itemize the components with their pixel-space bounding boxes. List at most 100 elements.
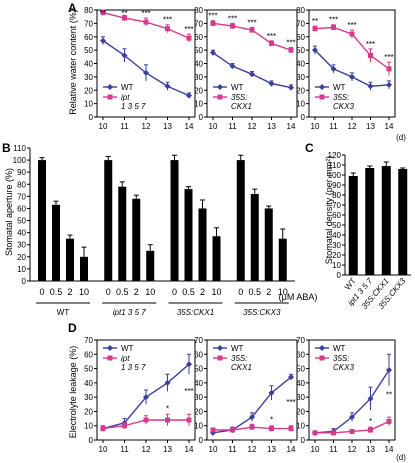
panel-d-1-xtick-label: 10 (99, 445, 108, 454)
panel-d-3-xtick-label: 14 (385, 445, 394, 454)
panel-d-2-legend-wt-marker (217, 345, 223, 351)
panel-b-conc-label: 0 (106, 287, 111, 297)
panel-a-2-legend-mutant-label: 35S: (231, 93, 247, 102)
panel-d-3-series-1-point (331, 430, 336, 436)
panel-a-2-significance: *** (247, 18, 256, 27)
panel-c-ytick-label: 120 (328, 151, 342, 160)
panel-d-3-significance: ** (386, 391, 392, 400)
panel-b-bar (236, 160, 245, 281)
panel-a-3-legend-mutant-label: 35S: (333, 93, 349, 102)
panel-c-ytick-label: 70 (332, 201, 341, 210)
panel-a-1-series-0-point (121, 52, 128, 59)
panel-d-1-significance: * (166, 404, 169, 413)
panel-a-2-xtick-label: 14 (287, 122, 296, 131)
panel-b-conc-label: 2 (266, 287, 271, 297)
panel-d-3-legend-mutant-label-2: CKX3 (333, 363, 354, 372)
panel-c-ylabel: Stomatal density (per mm²) (324, 156, 334, 265)
panel-c-ytick-label: 110 (328, 161, 341, 170)
panel-d-1-series-1-point (143, 417, 149, 423)
panel-b-bar (198, 208, 207, 281)
panel-a-2-significance: *** (267, 32, 276, 41)
panel-a-3-xtick-label: 10 (311, 122, 320, 131)
panel-d-1-series-0-point (164, 379, 171, 386)
panel-a-1-series-1-point (100, 10, 106, 16)
panel-a-1-significance: ** (121, 9, 127, 18)
panel-d-2-series-1-point (269, 426, 274, 432)
panel-b-letter: B (2, 141, 11, 155)
panel-d-1-xtick-label: 12 (142, 445, 151, 454)
panel-d-1-ytick-label: 50 (84, 365, 93, 374)
panel-d-1-xtick-label: 14 (185, 445, 194, 454)
panel-d-3-xtick-label: 12 (348, 445, 357, 454)
panel-c-letter: C (305, 141, 314, 155)
panel-d-1-ytick-label: 70 (84, 336, 93, 345)
panel-a-2-ytick-label: 30 (194, 73, 203, 82)
panel-d-3-series-0-line (314, 369, 390, 434)
panel-a-1-series-0-point (143, 69, 149, 76)
panel-b-bar (146, 250, 155, 281)
panel-c-bar (381, 166, 391, 275)
panel-a-3-xtick-label: 11 (329, 122, 338, 131)
panel-a-2-series-1-point (249, 27, 255, 33)
panel-a-1-ytick-label: 40 (84, 60, 93, 69)
panel-a-3-significance: *** (366, 40, 375, 49)
panel-c-bar (398, 169, 408, 275)
panel-a-1-ytick-label: 30 (84, 73, 93, 82)
panel-b-bar (38, 160, 46, 281)
panel-d-1-legend-mutant-label: ipt (121, 354, 130, 363)
panel-a-2-series-1-point (288, 47, 294, 53)
panel-d-3-series-0-point (367, 395, 374, 402)
panel-b-bar (118, 186, 127, 281)
panel-c-ytick-label: 30 (332, 241, 341, 250)
panel-d-3-legend-mutant-label: 35S: (333, 354, 349, 363)
panel-b-ytick-label: 20 (17, 253, 26, 262)
panel-b-ytick-label: 110 (13, 144, 26, 153)
panel-b-conc-label: 2 (134, 287, 139, 297)
panel-c-ytick-label: 80 (332, 191, 341, 200)
panel-d-1-ytick-label: 20 (84, 407, 93, 416)
panel-a-3-legend-wt-label: WT (333, 83, 346, 92)
panel-a-2-ytick-label: 20 (194, 86, 203, 95)
panel-a-3-ytick-label: 20 (296, 86, 305, 95)
panel-d-2-series-0-point (288, 374, 294, 381)
panel-a-3-series-0-point (386, 81, 392, 88)
panel-b-ytick-label: 50 (17, 217, 26, 226)
panel-a-1-significance: *** (163, 16, 172, 25)
panel-a-1-ytick-label: 50 (84, 46, 93, 55)
panel-d-1-ytick-label: 40 (84, 379, 93, 388)
panel-d-2-xtick-label: 13 (267, 445, 276, 454)
panel-d-1-ytick-label: 60 (84, 350, 93, 359)
panel-c-ytick-label: 10 (332, 261, 341, 270)
panel-d-3-series-1-point (368, 427, 373, 433)
panel-d-3-significance: * (369, 417, 372, 426)
panel-a-3-ytick-label: 70 (296, 19, 305, 28)
panel-c-ytick-label: 90 (332, 181, 341, 190)
panel-a-1-ytick-label: 80 (84, 6, 93, 15)
panel-c-ytick-label: 100 (328, 171, 342, 180)
panel-d-2-series-0-point (268, 389, 275, 396)
panel-b-bar (170, 160, 179, 281)
panel-b-bar (278, 238, 287, 281)
panel-a-2-xtick-label: 11 (228, 122, 237, 131)
panel-d-2-significance: * (270, 416, 273, 425)
panel-a-3-series-0-point (349, 73, 355, 80)
panel-a-3-series-1-point (349, 31, 355, 37)
panel-a-2-series-0-point (268, 80, 275, 87)
panel-d-2-series-1-point (230, 427, 235, 433)
panel-b-bar (66, 238, 74, 281)
panel-b-ytick-label: 0 (22, 277, 27, 286)
panel-b-bar (250, 193, 259, 281)
panel-d-1-significance: *** (184, 387, 193, 396)
panel-a-2-ytick-label: 40 (194, 60, 203, 69)
panel-a-3-ytick-label: 0 (301, 113, 306, 122)
panel-d-3-legend-wt-marker (319, 345, 325, 351)
panel-a-2-significance: *** (286, 38, 295, 47)
panel-d-xunit: (d) (396, 453, 406, 462)
panel-b-conc-label: 0 (238, 287, 243, 297)
panel-d-2-ytick-label: 40 (194, 379, 203, 388)
panel-c-ytick-label: 60 (332, 211, 341, 220)
panel-b-ytick-label: 90 (17, 168, 26, 177)
